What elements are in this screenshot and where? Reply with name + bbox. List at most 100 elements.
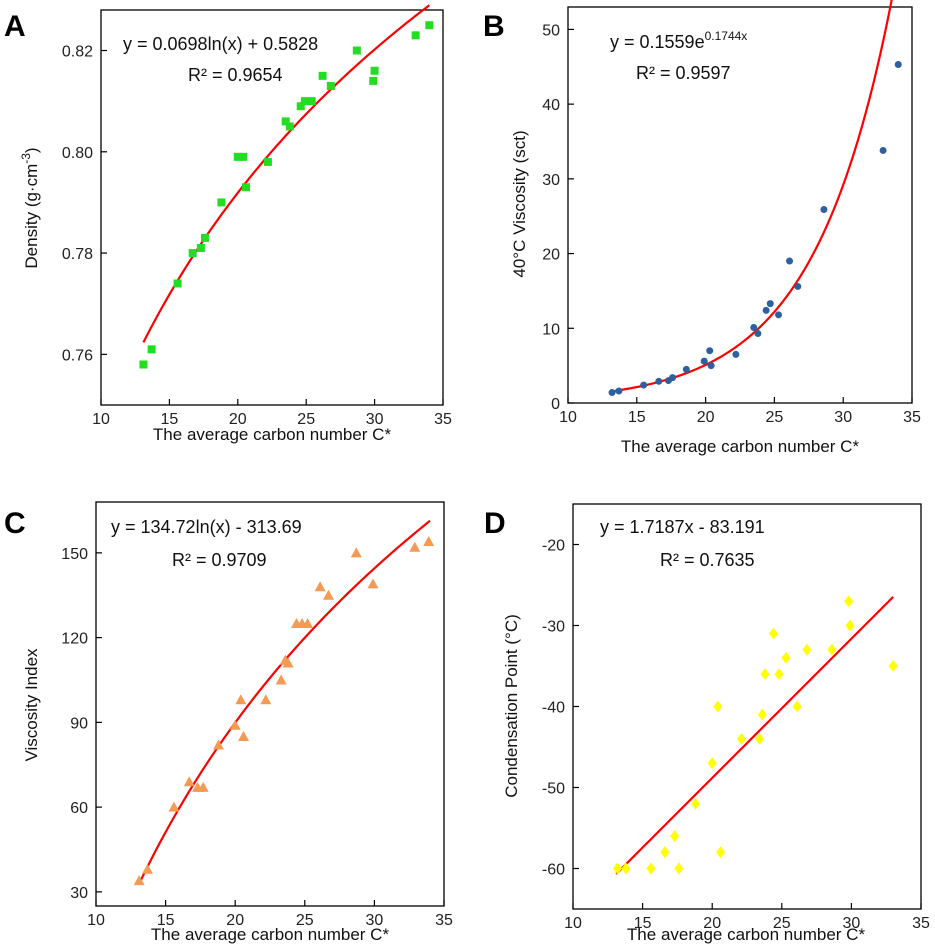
x-tick-label: 15 [634, 915, 652, 932]
data-point [894, 61, 902, 69]
data-point [646, 862, 656, 875]
x-tick-label: 15 [628, 409, 646, 426]
data-point [263, 157, 272, 166]
panel-b-data-points [608, 61, 902, 397]
x-tick-label: 35 [912, 915, 930, 932]
data-point [238, 730, 250, 741]
panel-a-r-squared: R² = 0.9654 [188, 65, 283, 85]
data-point [233, 152, 242, 161]
x-tick-label: 30 [843, 915, 861, 932]
data-point [285, 122, 294, 131]
data-point [615, 387, 623, 395]
y-tick-label: 50 [542, 22, 560, 39]
data-point [802, 643, 812, 656]
data-point [322, 589, 334, 600]
y-tick-label: 20 [542, 247, 560, 264]
data-point [326, 81, 335, 90]
data-point [757, 708, 767, 721]
panel-b-y-axis-title: 40°C Viscosity (sct) [510, 130, 529, 277]
y-tick-label: 10 [542, 321, 560, 338]
data-point [369, 76, 378, 85]
data-point [608, 389, 616, 397]
panel-a-label: A [4, 10, 26, 43]
x-tick-label: 30 [834, 409, 852, 426]
data-point [768, 627, 778, 640]
panel-b-fit-curve [610, 0, 893, 393]
data-point [350, 547, 362, 558]
panel-c-y-axis-title: Viscosity Index [22, 648, 41, 762]
data-point [670, 830, 680, 843]
panel-b-equation: y = 0.1559e0.1744x [610, 29, 747, 52]
data-point [754, 330, 762, 338]
data-point [700, 357, 708, 365]
data-point [660, 846, 670, 859]
y-tick-label: -40 [542, 700, 565, 717]
data-point [820, 205, 828, 213]
y-tick-label: 60 [70, 800, 88, 817]
data-point [200, 233, 209, 242]
x-tick-label: 20 [697, 409, 715, 426]
y-tick-label: 0.78 [62, 246, 93, 263]
data-point [760, 668, 770, 681]
data-point [792, 700, 802, 713]
data-point [794, 282, 802, 290]
y-tick-label: -30 [542, 619, 565, 636]
y-tick-label: 40 [542, 97, 560, 114]
panel-d-x-axis-title: The average carbon number C* [627, 925, 866, 944]
data-point [188, 249, 197, 258]
panel-a-x-axis-title: The average carbon number C* [153, 425, 392, 444]
panel-a-data-points [139, 21, 434, 369]
data-point [242, 183, 251, 192]
panel-d-y-axis-title: Condensation Point (°C) [502, 614, 521, 798]
data-point [183, 776, 195, 787]
y-tick-label: -50 [542, 781, 565, 798]
data-point [217, 198, 226, 207]
data-point [282, 657, 294, 668]
panel-d-equation: y = 1.7187x - 83.191 [600, 517, 765, 537]
y-tick-label: 0.82 [62, 44, 93, 61]
panel-d: D 10 15 20 25 30 35 -60 -50 -40 -30 -20 y = 1.7187… [484, 503, 930, 944]
data-point [707, 362, 715, 370]
y-tick-label: 0.76 [62, 347, 93, 364]
panel-a-y-axis-title: Density (g·cm-3) [19, 147, 41, 268]
x-tick-label: 15 [161, 411, 179, 428]
data-point [786, 257, 794, 265]
data-point [142, 863, 154, 874]
x-tick-label: 35 [435, 912, 453, 929]
data-point [775, 311, 783, 319]
data-point [275, 674, 287, 685]
data-point [147, 345, 156, 354]
data-point [411, 31, 420, 40]
data-point [367, 578, 379, 589]
data-point [707, 757, 717, 770]
y-tick-label: -20 [542, 538, 565, 555]
data-point [235, 694, 247, 705]
data-point [845, 619, 855, 632]
data-point [260, 694, 272, 705]
y-tick-label: 0 [551, 396, 560, 413]
panel-c-equation: y = 134.72ln(x) - 313.69 [111, 517, 302, 537]
data-point [655, 377, 663, 385]
data-point [750, 324, 758, 332]
data-point [370, 66, 379, 75]
y-tick-label: -60 [542, 862, 565, 879]
data-point [716, 846, 726, 859]
data-point [296, 102, 305, 111]
x-tick-label: 25 [773, 915, 791, 932]
data-point [314, 581, 326, 592]
data-point [774, 668, 784, 681]
panel-c-r-squared: R² = 0.9709 [172, 550, 267, 570]
panel-d-ticks: 10 15 20 25 30 35 -60 -50 -40 -30 -20 [542, 538, 930, 933]
panel-c-ticks: 10 15 20 25 30 35 30 60 90 120 150 [61, 546, 453, 929]
x-tick-label: 35 [903, 409, 921, 426]
x-tick-label: 10 [92, 411, 110, 428]
data-point [736, 732, 746, 745]
data-point [352, 46, 361, 55]
data-point [307, 97, 316, 106]
data-point [690, 797, 700, 810]
data-point [229, 719, 241, 730]
x-tick-label: 20 [703, 915, 721, 932]
x-tick-label: 35 [434, 411, 452, 428]
